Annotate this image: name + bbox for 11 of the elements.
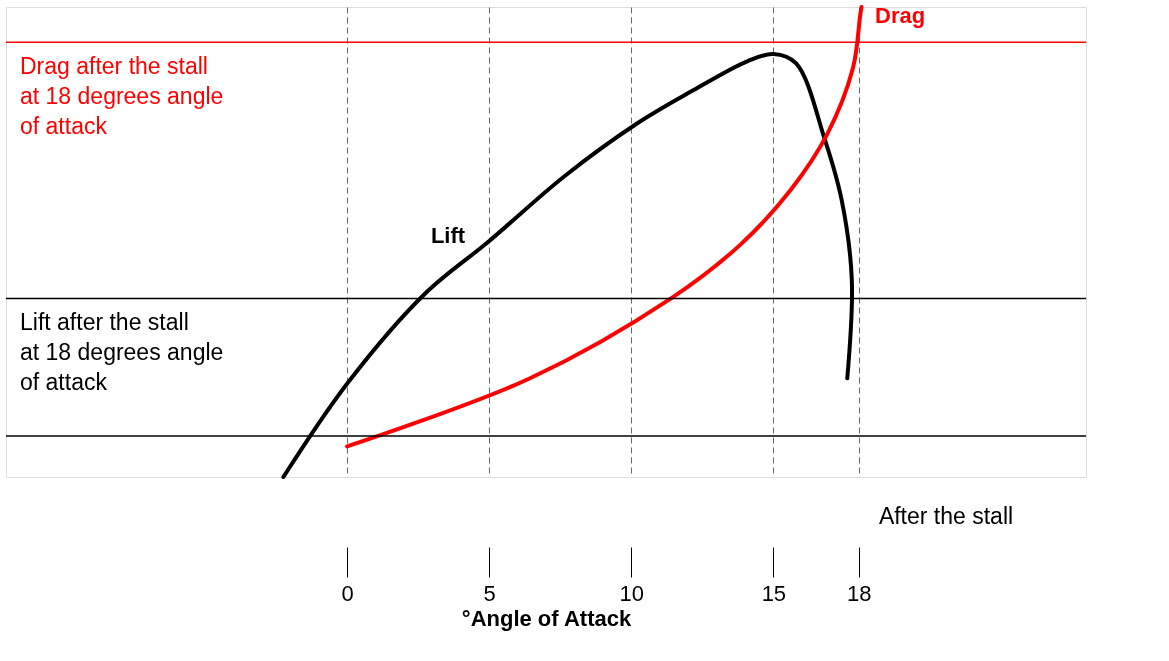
ref-line-label: Drag after the stall at 18 degrees angle of attack <box>20 53 224 140</box>
x-axis-title: °Angle of Attack <box>461 605 632 631</box>
ref-line-label: Lift after the stall at 18 degrees angle of attack <box>20 309 224 396</box>
x-tick-label: 10 <box>619 580 645 606</box>
text: After the stall <box>878 503 1014 529</box>
x-tick-label: 5 <box>483 580 496 606</box>
x-tick-label: 15 <box>761 580 787 606</box>
series-label: Lift <box>430 223 466 248</box>
x-tick-label: 0 <box>341 580 354 606</box>
x-tick-label: 18 <box>846 580 872 606</box>
series-label: Drag <box>874 3 926 29</box>
